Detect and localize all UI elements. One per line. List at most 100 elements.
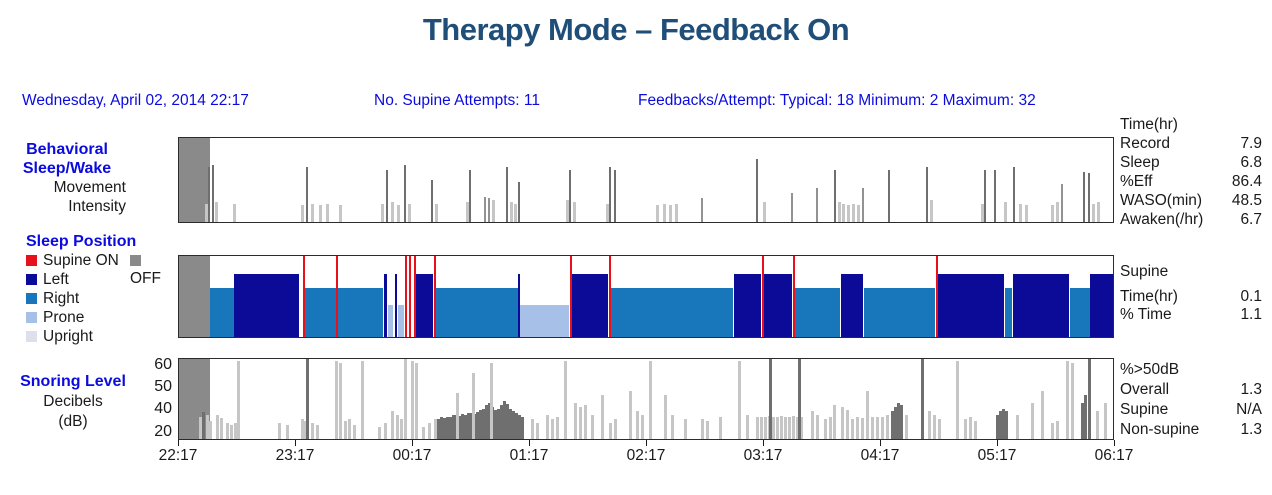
snoring-bar: [1041, 391, 1044, 439]
snoring-bar: [464, 415, 467, 439]
snoring-bar: [396, 415, 399, 439]
position-segment: [1090, 273, 1113, 337]
movement-bar: [1004, 201, 1007, 222]
movement-bar: [609, 167, 611, 222]
snoring-bar: [458, 415, 461, 439]
movement-bar: [1025, 205, 1028, 222]
supine-event-line: [303, 256, 305, 337]
position-segment: [938, 273, 1004, 337]
snoring-bar: [515, 412, 518, 439]
snoring-bar: [824, 419, 827, 439]
ytick-20: 20: [154, 423, 172, 440]
snoring-bar: [335, 361, 338, 439]
db-unit-label: (dB): [58, 413, 88, 430]
position-segment: [384, 273, 387, 337]
position-segment: [436, 288, 518, 337]
snoring-bar: [400, 419, 403, 439]
snoring-bar: [796, 416, 799, 439]
left-swatch: [26, 274, 37, 285]
snoring-bar: [230, 424, 233, 439]
movement-bar: [842, 203, 845, 222]
stat-label: Record: [1120, 135, 1170, 152]
right-swatch: [26, 293, 37, 304]
movement-bar: [215, 201, 218, 222]
snoring-bar: [999, 411, 1002, 439]
snoring-bar: [311, 423, 314, 439]
snoring-bar: [746, 415, 749, 439]
behavioral-stats: Time(hr) Record 7.9 Sleep 6.8 %Eff 86.4 WAS…: [1120, 116, 1262, 230]
snoring-bar: [199, 416, 202, 439]
legend-label: Right: [43, 290, 80, 307]
snoring-bar: [518, 415, 521, 439]
supine-attempts-text: No. Supine Attempts: 11: [374, 92, 541, 109]
legend-row: Upright: [26, 328, 176, 347]
snoring-bar: [760, 416, 763, 439]
movement-bar: [756, 159, 758, 222]
snoring-bar: [1031, 403, 1034, 439]
movement-bar: [466, 201, 469, 222]
movement-bar: [381, 203, 384, 222]
stat-value: 1.3: [1240, 381, 1262, 398]
stat-label: Time(hr): [1120, 288, 1178, 305]
sleep-position-title: Sleep Position: [26, 233, 137, 250]
stat-value: 48.5: [1231, 192, 1262, 209]
snoring-bar: [579, 407, 582, 439]
snoring-bar: [641, 415, 644, 439]
snoring-bar: [636, 411, 639, 439]
movement-bar: [397, 205, 400, 222]
movement-bar: [506, 167, 508, 222]
movement-bar: [212, 164, 214, 222]
snoring-bar: [339, 363, 342, 439]
movement-bar: [1056, 201, 1059, 222]
movement-bar: [569, 169, 571, 222]
movement-bar: [326, 203, 329, 222]
prone-swatch: [26, 312, 37, 323]
legend-label: Supine ON: [43, 252, 119, 269]
stat-value: 6.8: [1240, 154, 1262, 171]
snoring-bar: [348, 419, 351, 439]
snoring-bar: [384, 423, 387, 439]
position-segment: [841, 273, 863, 337]
movement-bar: [408, 203, 411, 222]
snoring-bar: [816, 415, 819, 439]
movement-bar: [435, 203, 438, 222]
snoring-bar: [841, 407, 844, 439]
snoring-bar: [551, 419, 554, 439]
movement-bar: [386, 169, 388, 222]
snoring-bar: [437, 419, 440, 439]
position-segment: [1005, 288, 1012, 337]
stat-label: % Time: [1120, 306, 1172, 323]
ytick-50: 50: [154, 378, 172, 395]
snoring-bar: [800, 417, 803, 439]
axis-tick: [763, 440, 764, 446]
snoring-bar: [1088, 359, 1091, 439]
movement-bar: [926, 167, 928, 222]
axis-tick: [529, 440, 530, 446]
movement-bar: [847, 205, 850, 222]
snoring-bar: [1084, 395, 1087, 439]
legend-label: Left: [43, 271, 69, 288]
snoring-bar: [344, 421, 347, 439]
snoring-bar: [449, 416, 452, 439]
axis-label: 00:17: [392, 447, 432, 464]
snoring-bar: [490, 363, 493, 439]
movement-bar: [488, 198, 490, 222]
page-title: Therapy Mode – Feedback On: [422, 12, 850, 47]
snoring-bar: [833, 405, 836, 439]
position-segment: [388, 304, 393, 337]
legend-label: Upright: [43, 328, 93, 345]
snoring-bar: [856, 417, 859, 439]
position-segment: [1013, 273, 1069, 337]
stat-label: WASO(min): [1120, 192, 1203, 209]
snoring-bar: [900, 405, 903, 439]
snoring-bar: [485, 405, 488, 439]
position-segment: [610, 288, 733, 337]
snoring-bar: [591, 415, 594, 439]
movement-bar: [888, 169, 890, 222]
stat-label: Overall: [1120, 381, 1170, 398]
movement-bar: [791, 192, 793, 222]
snoring-bar: [564, 361, 567, 439]
axis-label: 04:17: [860, 447, 900, 464]
movement-bar: [1097, 201, 1100, 222]
axis-label: 23:17: [275, 447, 315, 464]
